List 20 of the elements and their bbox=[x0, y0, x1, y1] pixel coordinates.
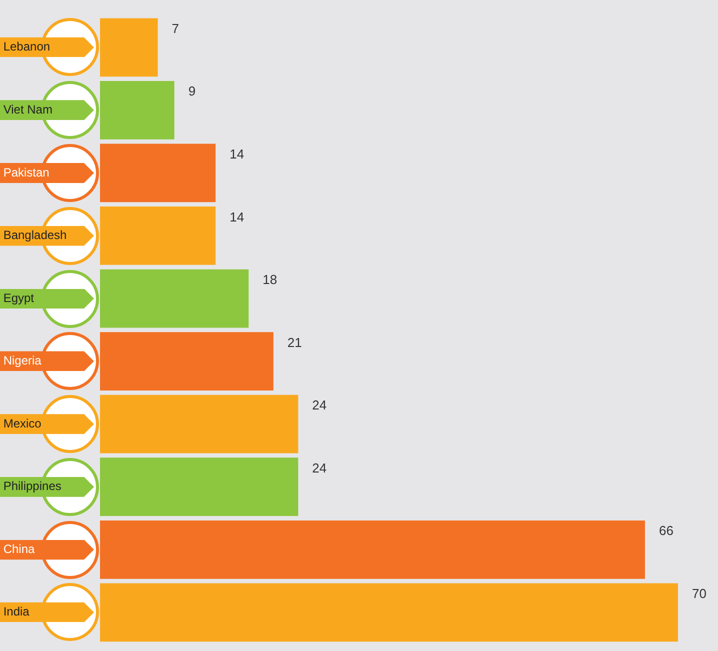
data-label: 14 bbox=[230, 209, 244, 224]
y-tick-label: Viet Nam bbox=[0, 102, 52, 116]
data-label: 9 bbox=[188, 84, 196, 99]
data-label: 7 bbox=[172, 20, 180, 36]
data-label: 14 bbox=[230, 146, 244, 162]
y-tick-label: Pakistan bbox=[0, 165, 50, 180]
y-tick-label: Nigeria bbox=[0, 354, 42, 368]
data-label: 21 bbox=[287, 334, 302, 350]
y-tick-label: China bbox=[0, 542, 36, 556]
data-label: 66 bbox=[658, 523, 674, 538]
y-tick-label: Lebanon bbox=[0, 40, 50, 54]
data-label: 70 bbox=[692, 586, 706, 601]
y-tick-label: India bbox=[0, 604, 30, 619]
y-tick-label: Bangladesh bbox=[0, 228, 67, 242]
y-tick-label: Mexico bbox=[0, 416, 42, 430]
y-tick-label: Egypt bbox=[0, 290, 35, 305]
data-label: 18 bbox=[262, 272, 278, 288]
data-label: 24 bbox=[312, 398, 327, 413]
data-label: 24 bbox=[312, 460, 327, 476]
y-tick-label: Philippines bbox=[0, 479, 62, 494]
